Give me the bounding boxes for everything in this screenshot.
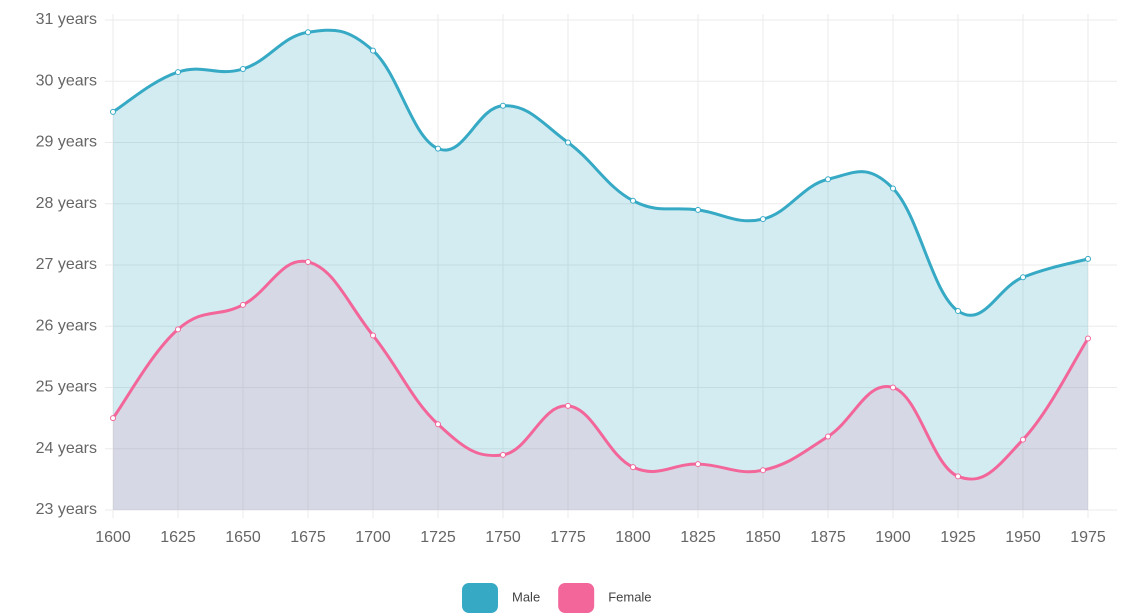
point xyxy=(500,451,506,458)
y-tick-label: 27 years xyxy=(36,256,97,273)
point xyxy=(500,102,506,109)
y-tick-label: 24 years xyxy=(36,440,97,457)
x-tick-label: 1600 xyxy=(95,529,131,546)
point xyxy=(175,326,181,333)
y-tick-label: 29 years xyxy=(36,134,97,151)
point xyxy=(760,467,766,474)
point xyxy=(435,145,441,152)
point xyxy=(695,461,701,468)
point xyxy=(370,47,376,54)
legend-swatch xyxy=(462,583,498,613)
point xyxy=(890,185,896,192)
point xyxy=(630,197,636,204)
x-tick-label: 1625 xyxy=(160,529,196,546)
point xyxy=(825,433,831,440)
y-tick-label: 23 years xyxy=(36,501,97,518)
y-tick-label: 30 years xyxy=(36,72,97,89)
y-tick-label: 25 years xyxy=(36,379,97,396)
point xyxy=(110,108,116,115)
y-tick-label: 28 years xyxy=(36,195,97,212)
point xyxy=(1085,335,1091,342)
x-tick-label: 1925 xyxy=(940,529,976,546)
x-tick-label: 1800 xyxy=(615,529,651,546)
point xyxy=(955,473,961,480)
area xyxy=(113,261,1088,510)
legend-text: Female xyxy=(608,589,651,604)
legend-text: Male xyxy=(512,589,540,604)
legend-swatch xyxy=(558,583,595,613)
x-tick-label: 1775 xyxy=(550,529,586,546)
point xyxy=(240,66,246,72)
point xyxy=(760,216,766,223)
point xyxy=(1020,274,1026,281)
x-tick-label: 1750 xyxy=(485,529,521,546)
line xyxy=(111,259,1090,481)
point xyxy=(565,402,571,409)
point xyxy=(370,332,376,339)
point xyxy=(565,139,571,146)
point xyxy=(1085,255,1091,262)
point xyxy=(435,421,441,428)
x-tick-label: 1725 xyxy=(420,529,456,546)
x-tick-label: 1950 xyxy=(1005,529,1041,546)
point xyxy=(825,176,831,183)
point xyxy=(1020,436,1026,443)
x-tick-label: 1900 xyxy=(875,529,911,546)
x-tick-label: 1975 xyxy=(1070,529,1106,546)
point xyxy=(305,258,311,265)
y-tick-label: 26 years xyxy=(36,317,97,334)
point xyxy=(695,206,701,213)
point xyxy=(890,384,896,391)
y-tick-label: 31 years xyxy=(36,11,97,28)
point xyxy=(175,69,181,76)
x-tick-label: 1675 xyxy=(290,529,326,546)
point xyxy=(305,29,311,36)
x-tick-label: 1850 xyxy=(745,529,781,546)
point xyxy=(955,307,961,314)
point xyxy=(240,301,246,308)
x-tick-label: 1700 xyxy=(355,529,391,546)
line xyxy=(112,28,1089,317)
x-tick-label: 1650 xyxy=(225,529,261,546)
point xyxy=(630,464,636,471)
area xyxy=(113,30,1088,510)
x-tick-label: 1875 xyxy=(810,529,846,546)
x-tick-label: 1825 xyxy=(680,529,716,546)
point xyxy=(110,415,116,422)
